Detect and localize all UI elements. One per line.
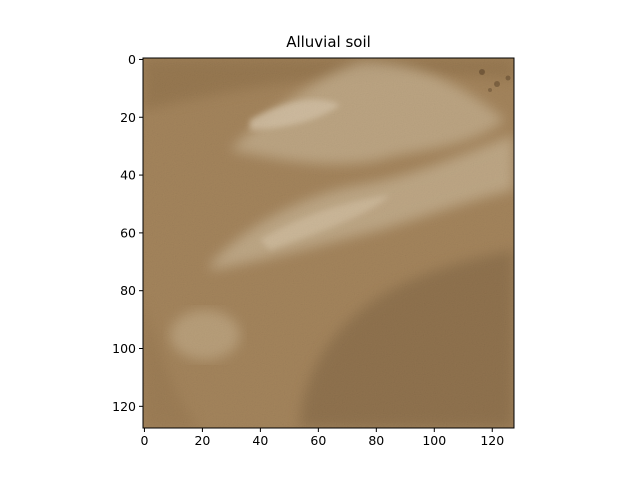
y-tick-label: 80 [120,283,136,298]
y-axis-ticks: 0 20 40 60 80 100 120 [112,52,143,414]
y-tick-label: 120 [112,399,136,414]
x-tick-label: 20 [194,433,210,448]
plot-title: Alluvial soil [286,33,371,51]
axes-frame [142,57,515,429]
x-tick-label: 0 [140,433,148,448]
y-tick-label: 0 [128,52,136,67]
x-tick-label: 100 [422,433,446,448]
x-axis-ticks: 0 20 40 60 80 100 120 [140,428,504,448]
y-tick-label: 100 [112,341,136,356]
x-tick-label: 40 [252,433,268,448]
y-tick-label: 20 [120,110,136,125]
x-tick-label: 120 [480,433,504,448]
x-tick-label: 60 [310,433,326,448]
soil-image [143,58,514,428]
x-tick-label: 80 [368,433,384,448]
y-tick-label: 40 [120,168,136,183]
y-tick-label: 60 [120,225,136,240]
